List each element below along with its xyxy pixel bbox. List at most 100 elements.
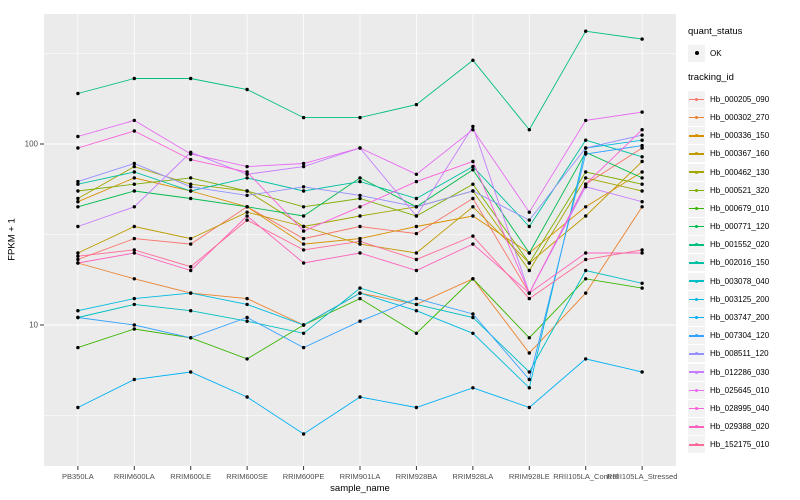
line-swatch-icon [688,327,705,345]
x-tick-label: RRIM928BA [396,472,438,481]
data-point [358,179,362,184]
data-point [584,257,588,262]
legend-item: Hb_002016_150 [688,254,800,272]
data-point [76,196,80,201]
data-point [471,128,475,132]
legend-item: Hb_000205_090 [688,90,800,108]
legend-item: Hb_000367_160 [688,145,800,163]
legend-item: Hb_008511_120 [688,345,800,363]
data-point [640,133,644,137]
x-tick-label: RRIM928LE [509,472,550,481]
data-point [301,345,306,350]
data-point [584,152,588,156]
legend-title-tracking-id: tracking_id [688,72,734,84]
data-point [189,182,193,186]
legend-item: Hb_000462_130 [688,163,800,181]
data-point [358,395,362,399]
data-point [358,291,362,295]
data-point [358,296,362,301]
legend-item: Hb_012286_030 [688,363,800,381]
data-point [358,319,362,323]
data-point [414,179,419,184]
data-point [471,315,475,320]
data-point [584,170,588,174]
data-point [640,138,644,142]
x-tick-label: PB350LA [62,472,94,481]
legend-item: Hb_007304_120 [688,327,800,345]
data-point [414,205,419,209]
data-point [358,251,362,255]
legend: quant_status OK tracking_id Hb_000205_09… [688,26,800,454]
legend-item: Hb_003125_200 [688,290,800,308]
data-point [358,236,362,241]
data-point [358,193,362,198]
legend-item-label: Hb_000462_130 [710,167,770,177]
data-point [414,302,419,307]
data-point [414,224,419,229]
data-point [132,377,136,382]
data-point [527,370,531,374]
data-point [301,242,306,246]
data-point [527,386,531,390]
data-point [640,189,644,193]
x-tick-label: RRIM600LA [114,472,155,481]
data-point [471,277,475,281]
legend-item: Hb_029388_020 [688,418,800,436]
legend-item-label: Hb_001552_020 [710,240,770,250]
data-point [471,312,475,316]
data-point [76,345,80,350]
data-point [471,242,475,246]
data-point [471,196,475,201]
data-point [471,124,475,129]
data-point [76,261,80,265]
legend-item-label: Hb_000521_320 [710,185,770,195]
data-point [132,170,136,174]
data-point [527,224,531,229]
data-point [584,176,588,180]
data-point [245,319,249,323]
data-point [189,242,193,246]
legend-item-label: Hb_000367_160 [710,149,770,159]
data-point [132,302,136,307]
data-point [584,251,588,255]
data-point [584,29,588,33]
data-point [640,205,644,209]
data-point [527,268,531,273]
data-point [471,159,475,164]
data-point [132,277,136,281]
legend-item-label: Hb_000336_150 [710,131,770,141]
legend-item-label: Hb_002016_150 [710,258,770,268]
data-point [301,115,306,120]
data-point [189,265,193,269]
line-swatch-icon [688,127,705,145]
legend-item: Hb_003078_040 [688,272,800,290]
data-point [245,210,249,214]
data-point [584,268,588,273]
legend-item-label: Hb_003747_200 [710,313,770,323]
data-point [76,405,80,410]
data-point [414,251,419,255]
data-point [301,161,306,166]
data-point [132,176,136,180]
legend-item-label: Hb_000302_270 [710,112,770,122]
x-axis-title: sample_name [330,483,390,494]
data-point [640,146,644,150]
data-point [245,218,249,222]
data-point [358,176,362,180]
legend-item-ok: OK [688,44,800,62]
data-point [189,236,193,241]
x-tick-label: RRII105LA_Control [553,472,618,481]
data-point [76,182,80,186]
data-point [245,164,249,169]
y-tick-label: 100 [25,140,39,149]
data-point [132,224,136,229]
line-swatch-icon [688,218,705,236]
data-point [471,234,475,238]
data-point [527,210,531,214]
line-swatch-icon [688,399,705,417]
legend-item: Hb_000679_010 [688,199,800,217]
data-point [189,189,193,193]
legend-item-label: Hb_000679_010 [710,203,770,213]
data-point [527,351,531,355]
data-point [245,205,249,209]
